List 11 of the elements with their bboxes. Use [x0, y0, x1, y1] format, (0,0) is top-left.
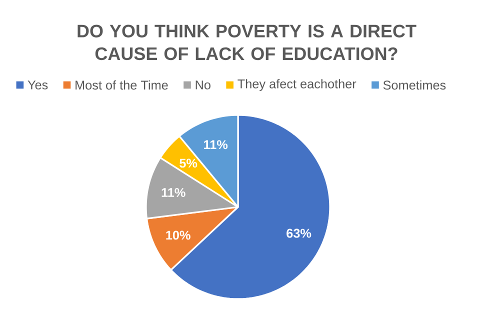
legend-label: They afect eachother [238, 79, 356, 91]
data-label: 5% [180, 158, 198, 168]
chart-title: DO YOU THINK POVERTY IS A DIRECT CAUSE OF LACK OF EDUCATION? [78, 24, 416, 60]
data-label: 63% [286, 228, 312, 238]
legend-label: No [196, 80, 210, 90]
data-label: 10% [166, 230, 190, 240]
legend-label: Sometimes [383, 80, 446, 90]
data-label: 11% [204, 140, 228, 150]
data-label: 11% [162, 188, 186, 197]
legend-label: Most of the Time [76, 80, 168, 90]
legend-label: Yes [28, 80, 48, 90]
